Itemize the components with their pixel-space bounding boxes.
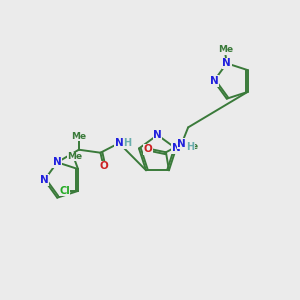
Text: O: O: [144, 144, 152, 154]
Text: H: H: [123, 138, 131, 148]
Text: N: N: [153, 130, 162, 140]
Text: N: N: [40, 175, 49, 185]
Text: N: N: [177, 139, 186, 149]
Text: N: N: [172, 143, 180, 154]
Text: N: N: [222, 58, 231, 68]
Text: N: N: [209, 76, 218, 86]
Text: Me: Me: [218, 45, 233, 54]
Text: Me: Me: [71, 132, 86, 141]
Text: O: O: [99, 161, 108, 171]
Text: Me: Me: [183, 142, 198, 152]
Text: N: N: [53, 157, 62, 167]
Text: Me: Me: [68, 152, 82, 161]
Text: Cl: Cl: [59, 186, 70, 196]
Text: H: H: [187, 142, 195, 152]
Text: N: N: [115, 138, 123, 148]
